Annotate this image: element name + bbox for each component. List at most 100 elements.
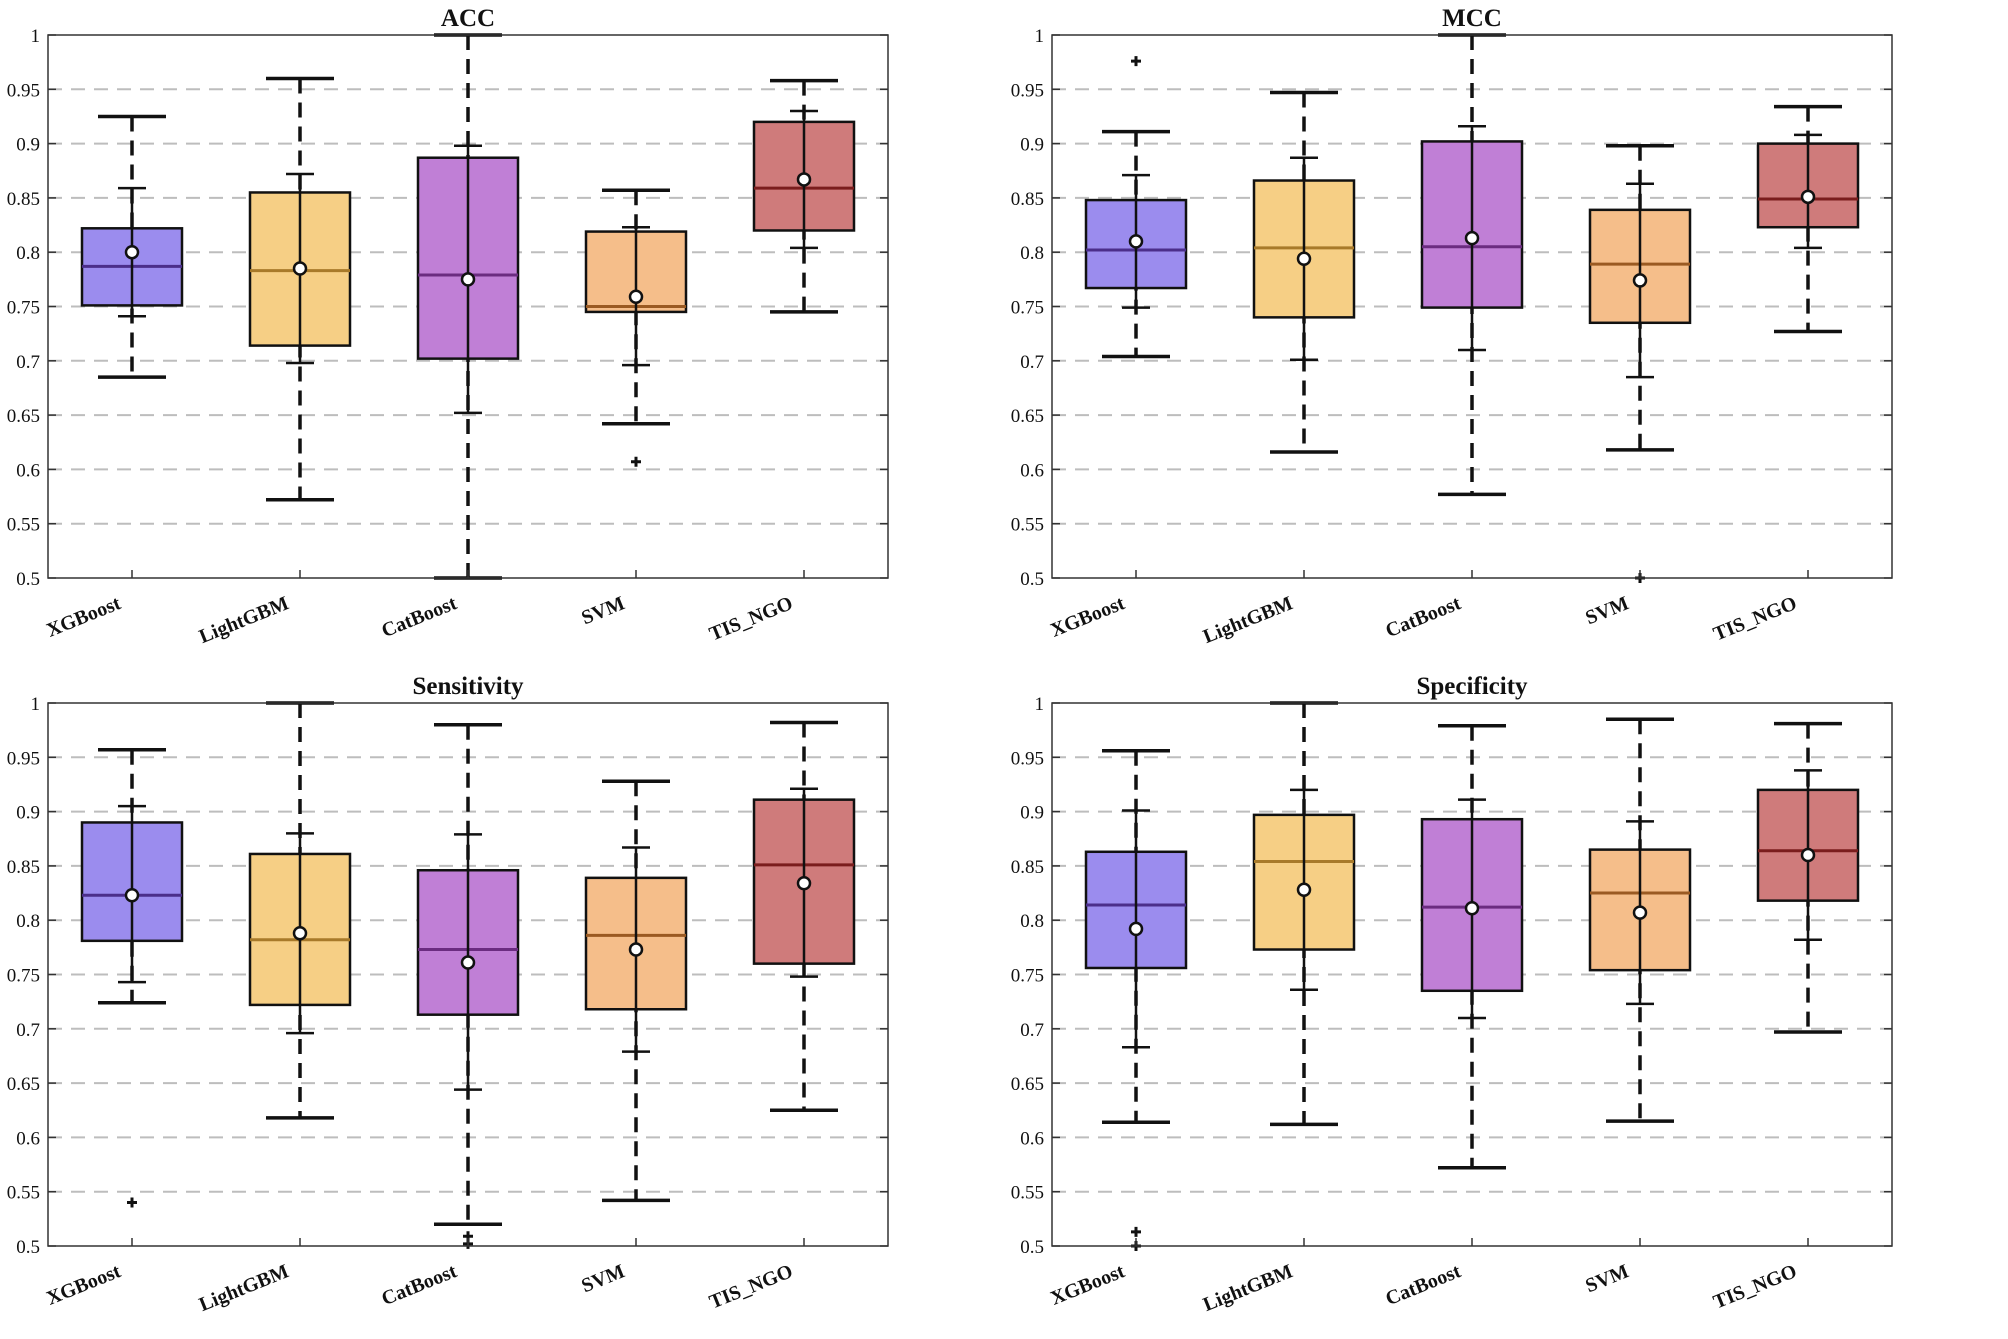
- y-tick-label: 0.8: [16, 243, 40, 264]
- y-tick-label: 0.75: [7, 966, 40, 987]
- y-tick-label: 1: [31, 694, 41, 715]
- y-tick-label: 0.95: [1011, 80, 1044, 101]
- y-tick-label: 0.7: [1020, 1020, 1044, 1041]
- x-tick-label: LightGBM: [196, 592, 292, 648]
- mean-marker: [1800, 847, 1816, 863]
- x-tick-label: SVM: [578, 1260, 628, 1297]
- y-tick-label: 1: [1035, 26, 1045, 47]
- y-tick-label: 0.9: [1020, 803, 1044, 824]
- mean-marker: [796, 172, 812, 187]
- mean-marker: [292, 261, 308, 276]
- y-tick-label: 0.9: [1020, 135, 1044, 156]
- y-tick-label: 0.55: [1011, 515, 1044, 536]
- x-tick-label: TIS_NGO: [706, 1260, 796, 1313]
- y-tick-label: 0.5: [16, 1237, 40, 1258]
- x-tick-label: LightGBM: [1200, 592, 1296, 648]
- y-tick-label: 0.65: [1011, 1074, 1044, 1095]
- y-tick-label: 0.85: [7, 857, 40, 878]
- mean-marker: [460, 272, 476, 287]
- outlier-marker: [127, 1197, 137, 1208]
- mean-marker: [796, 876, 812, 891]
- outlier-marker: [1131, 56, 1141, 67]
- y-tick-label: 0.85: [1011, 857, 1044, 878]
- x-tick-label: LightGBM: [1200, 1260, 1296, 1316]
- y-tick-label: 0.5: [16, 569, 40, 590]
- plot-frame: [1051, 702, 1893, 1247]
- x-tick-label: SVM: [1582, 1260, 1632, 1297]
- x-tick-label: XGBoost: [43, 592, 124, 642]
- y-tick-label: 0.85: [7, 189, 40, 210]
- y-tick-label: 0.55: [1011, 1183, 1044, 1204]
- chart-panel-specificity: 0.5 0.55 0.6 0.65 0.7 0.75 0.8 0.85 0.9 0.95 1 Spec…: [1004, 668, 2008, 1334]
- mean-marker: [1632, 273, 1648, 288]
- x-tick-label: XGBoost: [43, 1260, 124, 1310]
- y-tick-label: 0.55: [7, 515, 40, 536]
- x-tick-label: CatBoost: [1382, 592, 1464, 642]
- mean-marker: [124, 244, 140, 260]
- chart-sensitivity: 0.5 0.55 0.6 0.65 0.7 0.75 0.8 0.85 0.9 0.95 1 Sens…: [7, 673, 889, 1316]
- x-tick-label: TIS_NGO: [1710, 592, 1800, 645]
- y-tick-label: 1: [31, 26, 41, 47]
- y-tick-label: 0.65: [7, 1074, 40, 1095]
- y-tick-label: 0.95: [1011, 748, 1044, 769]
- mean-marker: [1800, 189, 1816, 205]
- chart-mcc: 0.5 0.55 0.6 0.65 0.7 0.75 0.8 0.85 0.9 0.95 1 MCC X…: [1011, 5, 1893, 648]
- mean-marker: [1464, 901, 1480, 916]
- x-tick-label: SVM: [578, 592, 628, 629]
- chart-title: Sensitivity: [412, 673, 524, 700]
- y-tick-label: 0.5: [1020, 1237, 1044, 1258]
- y-tick-label: 0.6: [16, 1128, 40, 1149]
- mean-marker: [1296, 882, 1312, 898]
- mean-marker: [460, 955, 476, 970]
- y-tick-label: 0.75: [1011, 966, 1044, 987]
- y-tick-label: 0.55: [7, 1183, 40, 1204]
- chart-panel-acc: 0.5 0.55 0.6 0.65 0.7 0.75 0.8 0.85 0.9 0.95 1 ACC X…: [0, 0, 1004, 668]
- y-tick-label: 0.75: [7, 298, 40, 319]
- x-tick-label: TIS_NGO: [1710, 1260, 1800, 1313]
- x-tick-label: CatBoost: [378, 592, 460, 642]
- y-tick-label: 0.6: [1020, 460, 1044, 481]
- mean-marker: [1296, 251, 1312, 266]
- mean-marker: [628, 942, 644, 957]
- chart-title: ACC: [441, 5, 495, 32]
- y-tick-label: 0.9: [16, 135, 40, 156]
- mean-marker: [1464, 230, 1480, 246]
- y-tick-label: 0.95: [7, 80, 40, 101]
- y-tick-label: 0.7: [16, 1020, 40, 1041]
- y-tick-label: 0.85: [1011, 189, 1044, 210]
- chart-title: MCC: [1442, 5, 1502, 32]
- y-tick-label: 0.9: [16, 803, 40, 824]
- chart-specificity: 0.5 0.55 0.6 0.65 0.7 0.75 0.8 0.85 0.9 0.95 1 Spec…: [1011, 673, 1893, 1316]
- x-tick-label: XGBoost: [1047, 592, 1128, 642]
- y-tick-label: 0.65: [7, 406, 40, 427]
- x-tick-label: XGBoost: [1047, 1260, 1128, 1310]
- y-tick-label: 0.95: [7, 748, 40, 769]
- y-tick-label: 0.65: [1011, 406, 1044, 427]
- mean-marker: [292, 925, 308, 941]
- y-tick-label: 1: [1035, 694, 1045, 715]
- y-tick-label: 0.7: [16, 352, 40, 373]
- x-tick-label: SVM: [1582, 592, 1632, 629]
- mean-marker: [1632, 905, 1648, 920]
- y-tick-label: 0.8: [1020, 911, 1044, 932]
- plot-frame: [47, 34, 889, 579]
- x-tick-label: CatBoost: [1382, 1260, 1464, 1310]
- chart-acc: 0.5 0.55 0.6 0.65 0.7 0.75 0.8 0.85 0.9 0.95 1 ACC X…: [7, 5, 889, 648]
- mean-marker: [1128, 921, 1144, 937]
- y-tick-label: 0.8: [1020, 243, 1044, 264]
- plot-frame: [1051, 34, 1893, 579]
- y-tick-label: 0.6: [16, 460, 40, 481]
- y-tick-label: 0.7: [1020, 352, 1044, 373]
- outlier-marker: [631, 456, 641, 467]
- chart-title: Specificity: [1416, 673, 1528, 700]
- y-tick-label: 0.8: [16, 911, 40, 932]
- mean-marker: [628, 289, 644, 304]
- y-tick-label: 0.5: [1020, 569, 1044, 590]
- outlier-marker: [1131, 1226, 1141, 1237]
- chart-panel-sensitivity: 0.5 0.55 0.6 0.65 0.7 0.75 0.8 0.85 0.9 0.95 1 Sens…: [0, 668, 1004, 1334]
- y-tick-label: 0.6: [1020, 1128, 1044, 1149]
- x-tick-label: LightGBM: [196, 1260, 292, 1316]
- x-tick-label: TIS_NGO: [706, 592, 796, 645]
- mean-marker: [124, 887, 140, 903]
- plot-frame: [47, 702, 889, 1247]
